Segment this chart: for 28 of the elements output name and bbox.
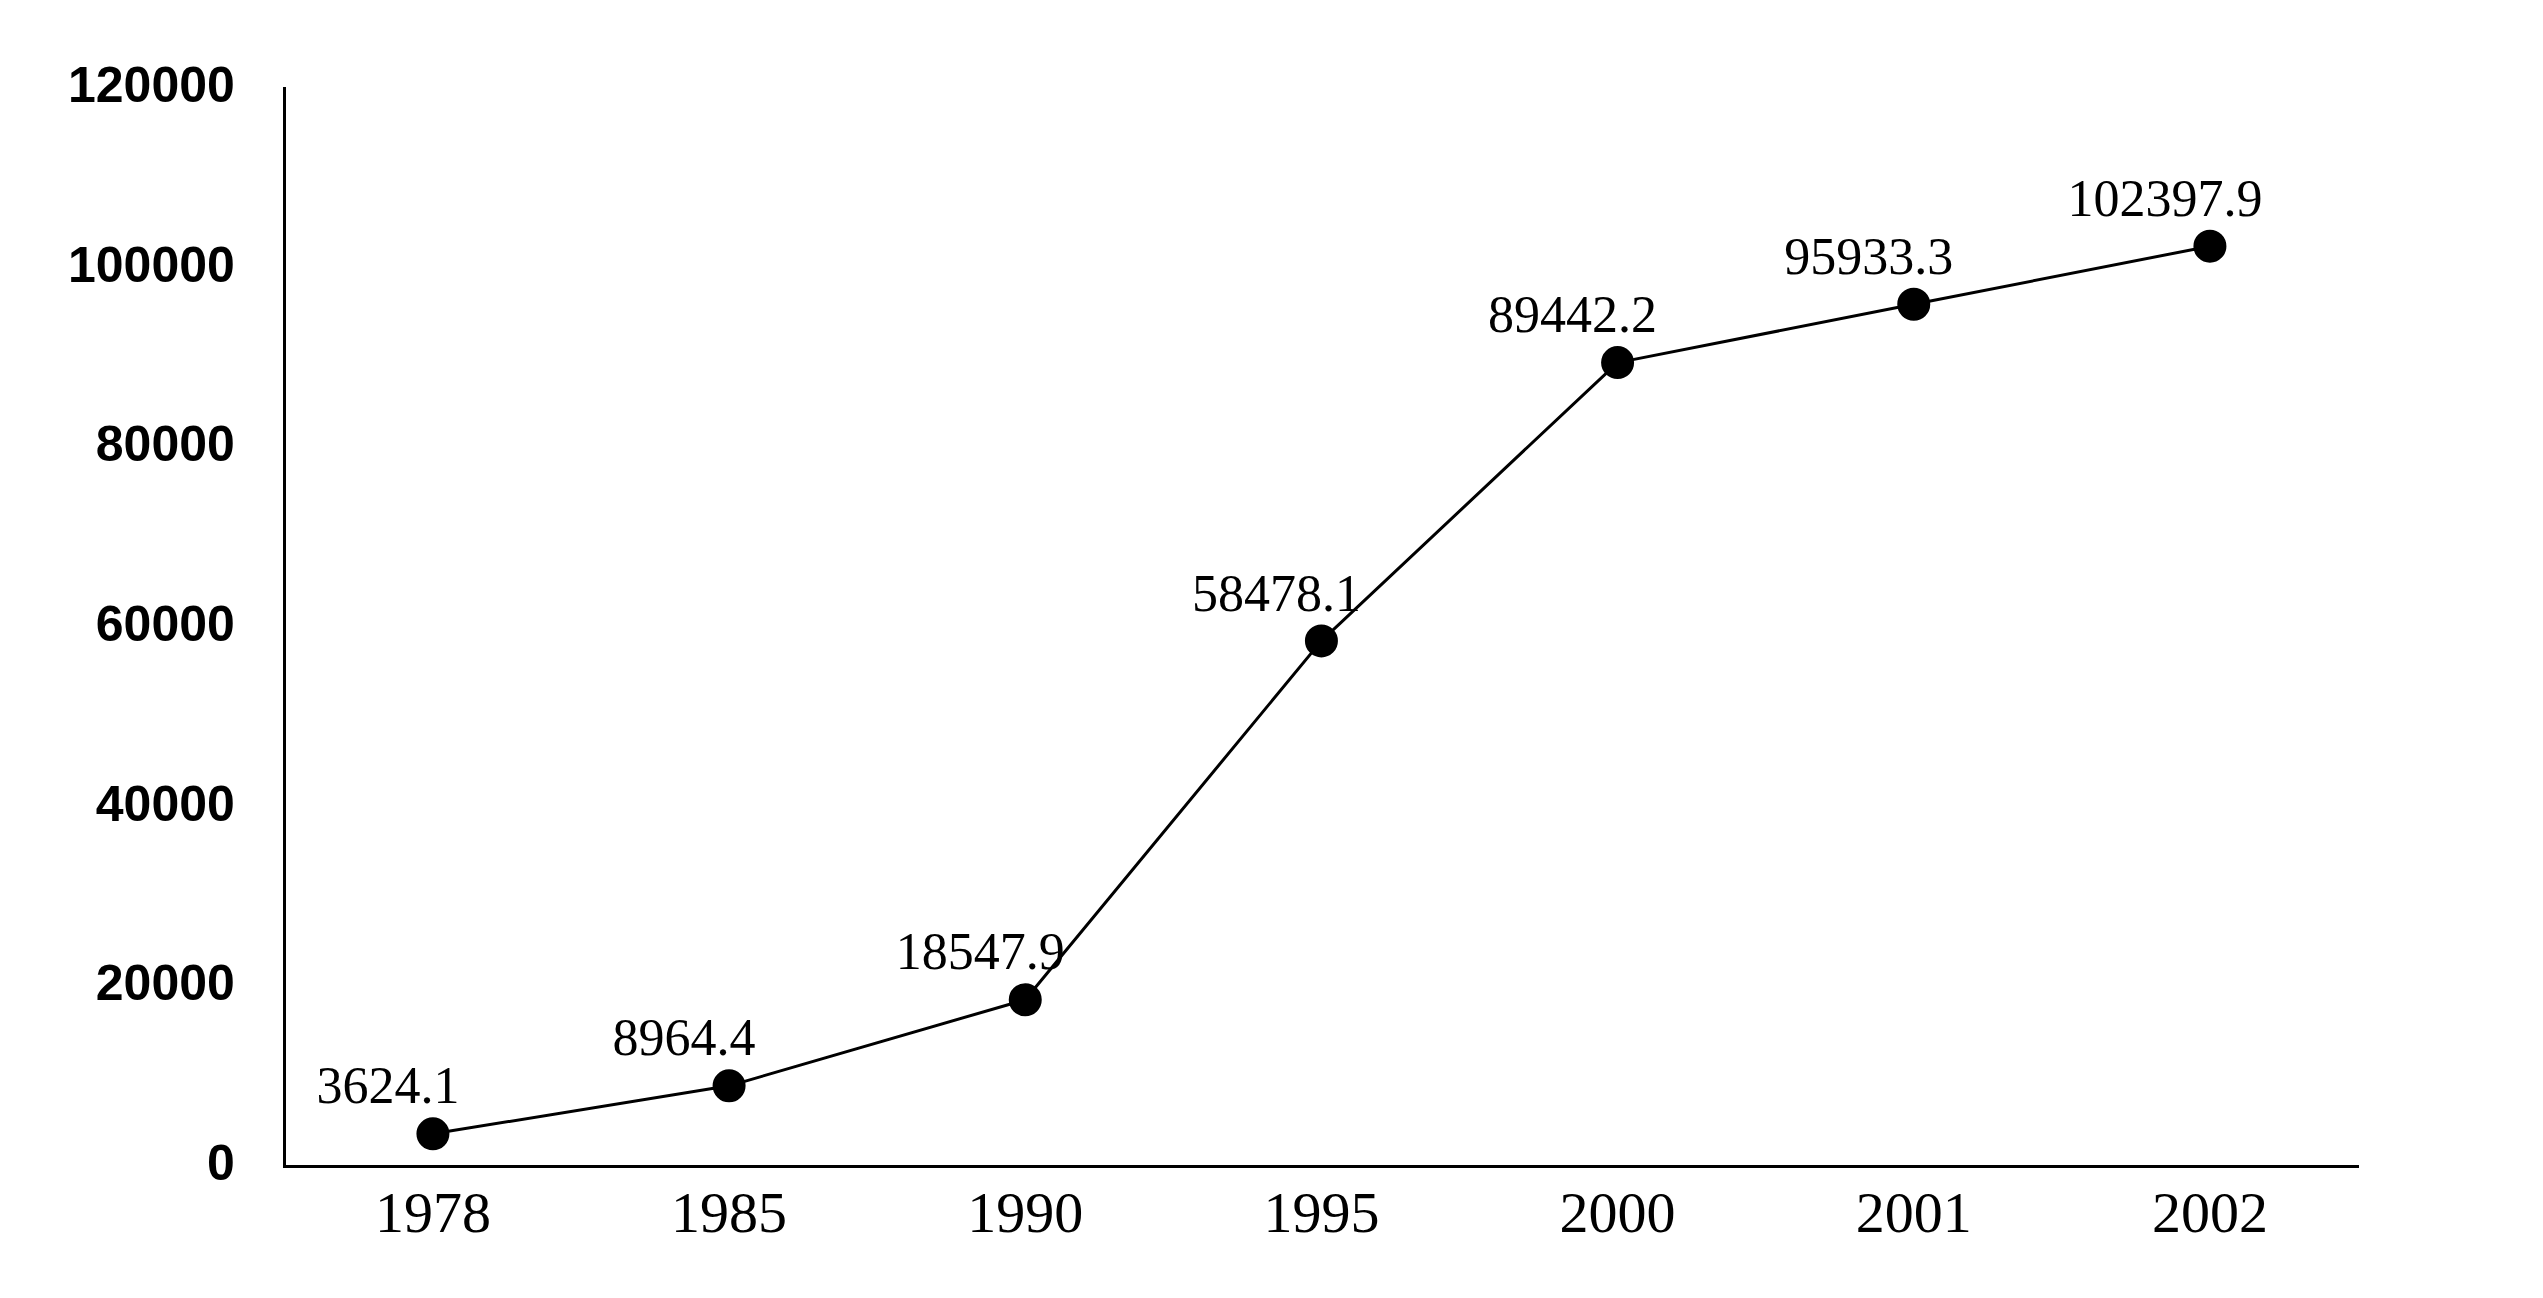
x-tick-label: 2002: [2151, 1180, 2268, 1246]
data-label: 95933.3: [1784, 227, 1954, 285]
x-tick-label: 1985: [671, 1180, 788, 1246]
point: [416, 1117, 450, 1151]
y-tick-label: 0: [207, 1135, 235, 1192]
y-tick-label: 120000: [67, 56, 235, 113]
x-tick-label: 1995: [1263, 1180, 1380, 1246]
x-tick-label: 2000: [1559, 1180, 1676, 1246]
y-tick-label: 60000: [95, 595, 235, 652]
point: [2193, 229, 2227, 263]
data-label: 58478.1: [1191, 564, 1361, 622]
x-tick-label: 1990: [967, 1180, 1084, 1246]
y-tick-label: 20000: [95, 955, 235, 1012]
point: [712, 1069, 746, 1103]
data-label: 89442.2: [1488, 286, 1658, 344]
point: [1601, 346, 1635, 380]
data-label: 18547.9: [895, 923, 1065, 981]
point: [1304, 624, 1338, 658]
data-label: 8964.4: [612, 1009, 756, 1067]
y-tick-label: 100000: [67, 236, 235, 293]
x-tick-label: 1978: [374, 1180, 491, 1246]
data-label: 102397.9: [2067, 169, 2263, 227]
data-label: 3624.1: [316, 1057, 460, 1115]
x-tick-label: 2001: [1855, 1180, 1972, 1246]
y-tick-label: 40000: [95, 775, 235, 832]
point: [1008, 983, 1042, 1017]
y-tick-label: 80000: [95, 416, 235, 473]
point: [1897, 287, 1931, 321]
